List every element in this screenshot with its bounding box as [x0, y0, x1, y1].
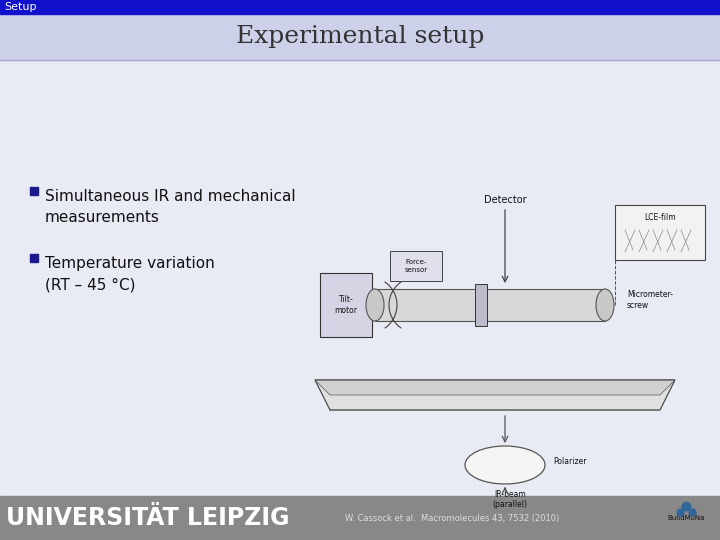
Polygon shape — [315, 380, 675, 395]
Text: Simultaneous IR and mechanical
measurements: Simultaneous IR and mechanical measureme… — [45, 189, 296, 225]
Text: BuildMoNa: BuildMoNa — [667, 515, 705, 521]
Text: Detector: Detector — [484, 195, 526, 205]
Text: Tilt-
motor: Tilt- motor — [335, 295, 358, 315]
Text: Temperature variation
(RT – 45 °C): Temperature variation (RT – 45 °C) — [45, 256, 215, 292]
Bar — [0, 0, 720, 14]
Text: Polarizer: Polarizer — [553, 457, 587, 467]
Ellipse shape — [465, 446, 545, 484]
Text: IR-beam
(parallel): IR-beam (parallel) — [492, 490, 528, 509]
Bar — [30, 254, 38, 262]
Ellipse shape — [596, 289, 614, 321]
Bar — [0, 14, 720, 60]
Text: LCE-film: LCE-film — [644, 213, 676, 222]
Text: Setup: Setup — [4, 2, 37, 12]
Bar — [30, 187, 38, 195]
Bar — [375, 289, 605, 321]
Text: UNIVERSITÄT LEIPZIG: UNIVERSITÄT LEIPZIG — [6, 506, 289, 530]
Text: Micrometer-
screw: Micrometer- screw — [627, 291, 673, 310]
Bar — [320, 273, 372, 337]
Bar — [475, 284, 487, 326]
Text: Experimental setup: Experimental setup — [236, 25, 484, 49]
Bar — [390, 251, 442, 281]
Bar — [0, 496, 720, 540]
Polygon shape — [315, 380, 675, 410]
Text: W. Cassock et al.  Macromolecules 43, 7532 (2010): W. Cassock et al. Macromolecules 43, 753… — [345, 514, 559, 523]
Text: Force-
sensor: Force- sensor — [405, 260, 428, 273]
Bar — [615, 205, 705, 260]
Ellipse shape — [366, 289, 384, 321]
